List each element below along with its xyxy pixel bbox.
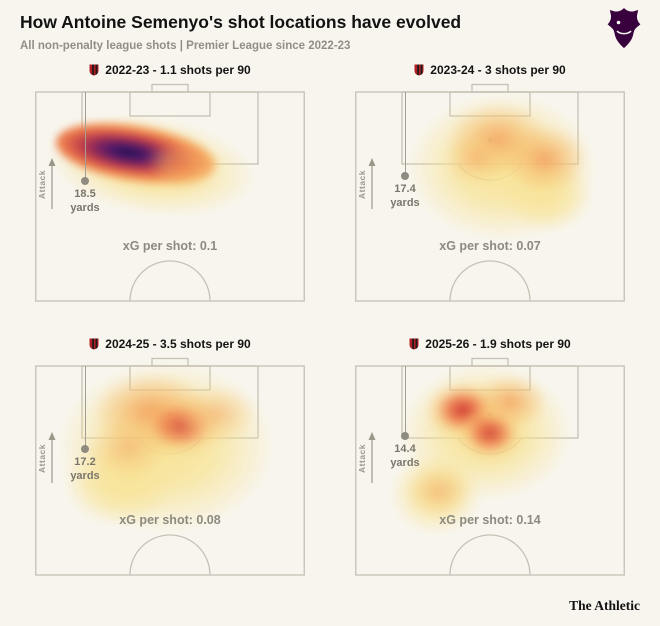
xg-per-shot-label: xG per shot: 0.08 (119, 513, 221, 527)
athletic-wordmark: The Athletic (569, 598, 640, 613)
distance-value: 17.2 (74, 456, 96, 468)
pitch-map: Attack 18.5 yards xG per shot: 0.1 (35, 83, 305, 302)
avg-distance-marker: 17.4 yards (385, 92, 425, 211)
attack-arrow-icon (48, 432, 56, 483)
distance-unit: yards (70, 469, 100, 482)
shot-heatmap (355, 357, 625, 576)
page-title: How Antoine Semenyo's shot locations hav… (20, 12, 462, 32)
distance-line (84, 366, 86, 446)
panel-title: 2024-25 - 3.5 shots per 90 (105, 337, 251, 351)
attack-arrow-icon (368, 432, 376, 483)
panel-header: 2024-25 - 3.5 shots per 90 (35, 334, 305, 354)
attack-direction: Attack (357, 157, 377, 211)
season-panels-grid: 2022-23 - 1.1 shots per 90 Attack 18.5 y (35, 60, 625, 576)
distance-value: 18.5 (74, 188, 96, 200)
season-panel-2022-23: 2022-23 - 1.1 shots per 90 Attack 18.5 y (35, 60, 305, 302)
pitch-map: Attack 17.2 yards xG per shot: 0.08 (35, 357, 305, 576)
distance-line (404, 92, 406, 173)
distance-line (404, 366, 406, 433)
bournemouth-crest-icon (89, 338, 99, 350)
heat-blob (503, 125, 587, 193)
header: How Antoine Semenyo's shot locations hav… (20, 12, 590, 52)
attack-label: Attack (357, 169, 367, 199)
distance-dot (401, 432, 409, 440)
premier-league-logo-icon (607, 8, 641, 48)
heat-blob (473, 375, 547, 429)
distance-label: 18.5 yards (70, 188, 99, 216)
distance-unit: yards (390, 196, 420, 209)
attack-direction: Attack (357, 431, 377, 485)
panel-title: 2025-26 - 1.9 shots per 90 (425, 337, 571, 351)
panel-header: 2022-23 - 1.1 shots per 90 (35, 60, 305, 80)
xg-per-shot-label: xG per shot: 0.1 (122, 239, 218, 253)
bournemouth-crest-icon (89, 64, 99, 76)
attack-direction: Attack (37, 431, 57, 485)
attack-label: Attack (37, 443, 47, 473)
panel-title: 2023-24 - 3 shots per 90 (430, 63, 566, 77)
panel-header: 2023-24 - 3 shots per 90 (355, 60, 625, 80)
panel-title: 2022-23 - 1.1 shots per 90 (105, 63, 251, 77)
attack-arrow-icon (48, 158, 56, 209)
distance-line (84, 92, 86, 178)
bournemouth-crest-icon (409, 338, 419, 350)
attack-label: Attack (37, 169, 47, 199)
avg-distance-marker: 18.5 yards (65, 92, 105, 216)
distance-label: 17.2 yards (70, 456, 99, 484)
panel-header: 2025-26 - 1.9 shots per 90 (355, 334, 625, 354)
heat-blob (87, 417, 169, 479)
xg-per-shot-label: xG per shot: 0.14 (439, 513, 541, 527)
page-subtitle: All non-penalty league shots | Premier L… (20, 40, 351, 52)
season-panel-2023-24: 2023-24 - 3 shots per 90 Attack 17.4 yar (355, 60, 625, 302)
attack-arrow-icon (368, 158, 376, 209)
pitch-map: Attack 17.4 yards xG per shot: 0.07 (355, 83, 625, 302)
xg-per-shot-label: xG per shot: 0.07 (439, 239, 541, 253)
heat-blob (443, 133, 509, 185)
distance-label: 14.4 yards (390, 443, 419, 471)
distance-dot (401, 172, 409, 180)
distance-unit: yards (70, 201, 100, 214)
attack-direction: Attack (37, 157, 57, 211)
shot-heatmap (35, 357, 305, 576)
shot-heatmap (355, 83, 625, 302)
distance-label: 17.4 yards (390, 183, 419, 211)
distance-value: 17.4 (394, 183, 416, 195)
distance-unit: yards (390, 456, 420, 469)
heat-blob (407, 465, 471, 517)
distance-value: 14.4 (394, 443, 416, 455)
heat-blob (175, 385, 257, 443)
season-panel-2025-26: 2025-26 - 1.9 shots per 90 Attack 14.4 y (355, 334, 625, 576)
avg-distance-marker: 14.4 yards (385, 366, 425, 471)
bournemouth-crest-icon (414, 64, 424, 76)
avg-distance-marker: 17.2 yards (65, 366, 105, 484)
distance-dot (81, 177, 89, 185)
attack-label: Attack (357, 443, 367, 473)
distance-dot (81, 445, 89, 453)
season-panel-2024-25: 2024-25 - 3.5 shots per 90 Attack 17.2 y (35, 334, 305, 576)
pitch-map: Attack 14.4 yards xG per shot: 0.14 (355, 357, 625, 576)
